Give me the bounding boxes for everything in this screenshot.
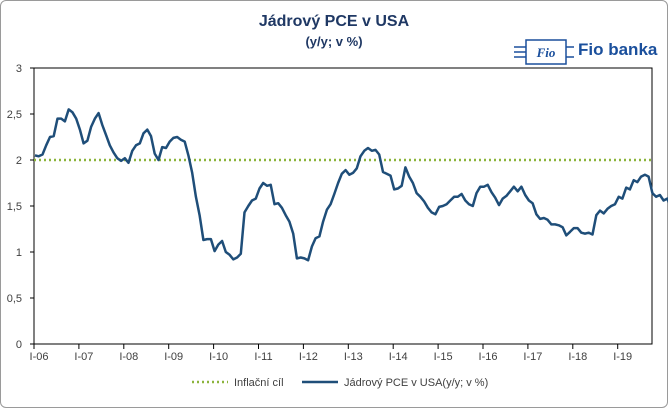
x-tick-label: I-15 (434, 351, 453, 363)
plot-area (33, 67, 653, 345)
fio-logo-icon: Fio (514, 39, 574, 65)
x-tick-label: I-13 (344, 351, 363, 363)
chart-subtitle: (y/y; v %) (305, 34, 363, 49)
y-tick-label: 3 (16, 63, 22, 75)
y-tick-label: 2 (16, 155, 22, 167)
legend-label-target: Inflační cíl (234, 377, 284, 389)
x-tick-label: I-07 (74, 351, 93, 363)
x-tick-label: I-06 (30, 351, 49, 363)
chart-axes: 0 0,5 1 1,5 2 2,5 3 I-06 I-07 I-08 I-09 I-10 I-11 I-1… (7, 63, 653, 363)
legend-label-pce: Jádrový PCE v USA(y/y; v %) (344, 377, 488, 389)
y-tick-label: 0,5 (7, 293, 22, 305)
pce-line (34, 108, 668, 262)
pce-series (34, 108, 668, 262)
x-tick-label: I-12 (299, 351, 318, 363)
x-tick-label: I-10 (209, 351, 228, 363)
chart-title: Jádrový PCE v USA (258, 13, 410, 30)
chart-legend: Inflační cíl Jádrový PCE v USA(y/y; v %) (192, 377, 488, 389)
y-tick-label: 1,5 (7, 201, 22, 213)
x-tick-label: I-18 (568, 351, 587, 363)
x-tick-label: I-09 (164, 351, 183, 363)
x-tick-label: I-17 (523, 351, 542, 363)
x-tick-label: I-16 (479, 351, 498, 363)
logo-mark: Fio (536, 45, 556, 60)
brand-name: Fio banka (578, 40, 658, 59)
x-tick-label: I-08 (119, 351, 138, 363)
x-tick-label: I-19 (613, 351, 632, 363)
x-tick-label: I-14 (389, 351, 408, 363)
x-tick-label: I-11 (254, 351, 272, 363)
y-tick-label: 0 (16, 339, 22, 351)
y-tick-label: 1 (16, 247, 22, 259)
y-tick-label: 2,5 (7, 109, 22, 121)
